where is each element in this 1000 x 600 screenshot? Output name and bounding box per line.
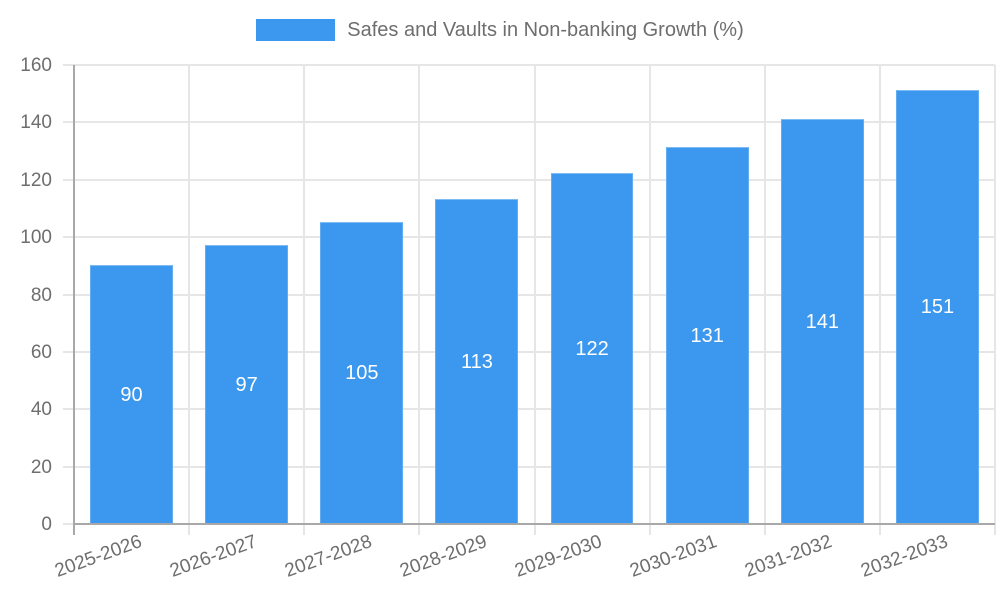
y-grid-line <box>63 293 995 296</box>
x-tick-label: 2026-2027 <box>166 531 260 582</box>
x-grid-line <box>878 65 881 535</box>
y-tick-label: 0 <box>41 514 52 535</box>
x-tick-label: 2032-2033 <box>857 531 951 582</box>
y-tick-label: 80 <box>30 284 52 306</box>
y-grid-line <box>63 236 995 239</box>
y-grid-line <box>63 121 995 124</box>
x-axis-line <box>73 523 995 525</box>
x-grid-line <box>648 65 651 535</box>
x-tick-label: 2028-2029 <box>397 531 490 582</box>
x-tick-label: 2025-2026 <box>51 531 145 582</box>
y-axis-line <box>73 65 75 535</box>
y-tick-label: 20 <box>30 456 52 478</box>
y-grid-line <box>63 64 995 66</box>
x-grid-line <box>188 65 191 535</box>
x-grid-line <box>763 65 766 535</box>
bar-value-label: 97 <box>235 373 258 396</box>
bar-value-label: 151 <box>920 296 955 319</box>
bar <box>780 118 864 523</box>
y-tick-label: 100 <box>20 227 52 249</box>
legend-label: Safes and Vaults in Non-banking Growth (… <box>347 19 744 41</box>
bar-value-label: 122 <box>575 338 609 360</box>
bar-value-label: 131 <box>690 325 724 348</box>
y-tick-label: 40 <box>30 399 52 421</box>
bar <box>665 147 749 523</box>
bar <box>435 198 519 523</box>
y-tick-label: 160 <box>20 55 52 76</box>
plot-area: 0 20 40 60 80 100 120 140 160 90 2025-2026 97 2026-2… <box>20 56 996 582</box>
y-grid-line <box>63 178 995 181</box>
bar <box>320 221 404 523</box>
chart-legend: Safes and Vaults in Non-banking Growth (… <box>0 19 1000 41</box>
bar-value-label: 113 <box>460 350 493 373</box>
y-grid-line <box>63 350 995 353</box>
x-tick-label: 2029-2030 <box>512 531 605 582</box>
x-grid-line <box>533 65 536 535</box>
bar <box>550 173 634 523</box>
x-tick-label: 2031-2032 <box>742 531 836 582</box>
bar <box>90 264 173 523</box>
x-grid-line <box>418 65 421 535</box>
bar-value-label: 141 <box>805 310 839 333</box>
y-tick-label: 60 <box>30 341 52 363</box>
x-tick-label: 2030-2031 <box>627 531 721 582</box>
y-grid-line <box>63 465 995 468</box>
bar-value-label: 105 <box>345 362 379 385</box>
y-grid-line <box>63 408 995 411</box>
legend-swatch-icon <box>256 19 336 41</box>
x-tick-label: 2027-2028 <box>282 531 375 582</box>
y-tick-label: 120 <box>20 169 52 191</box>
x-grid-line <box>303 65 306 535</box>
bar <box>205 244 289 523</box>
bar-value-label: 90 <box>120 383 143 406</box>
y-tick-label: 140 <box>20 112 52 134</box>
x-grid-line <box>994 65 996 535</box>
bar <box>895 89 979 523</box>
